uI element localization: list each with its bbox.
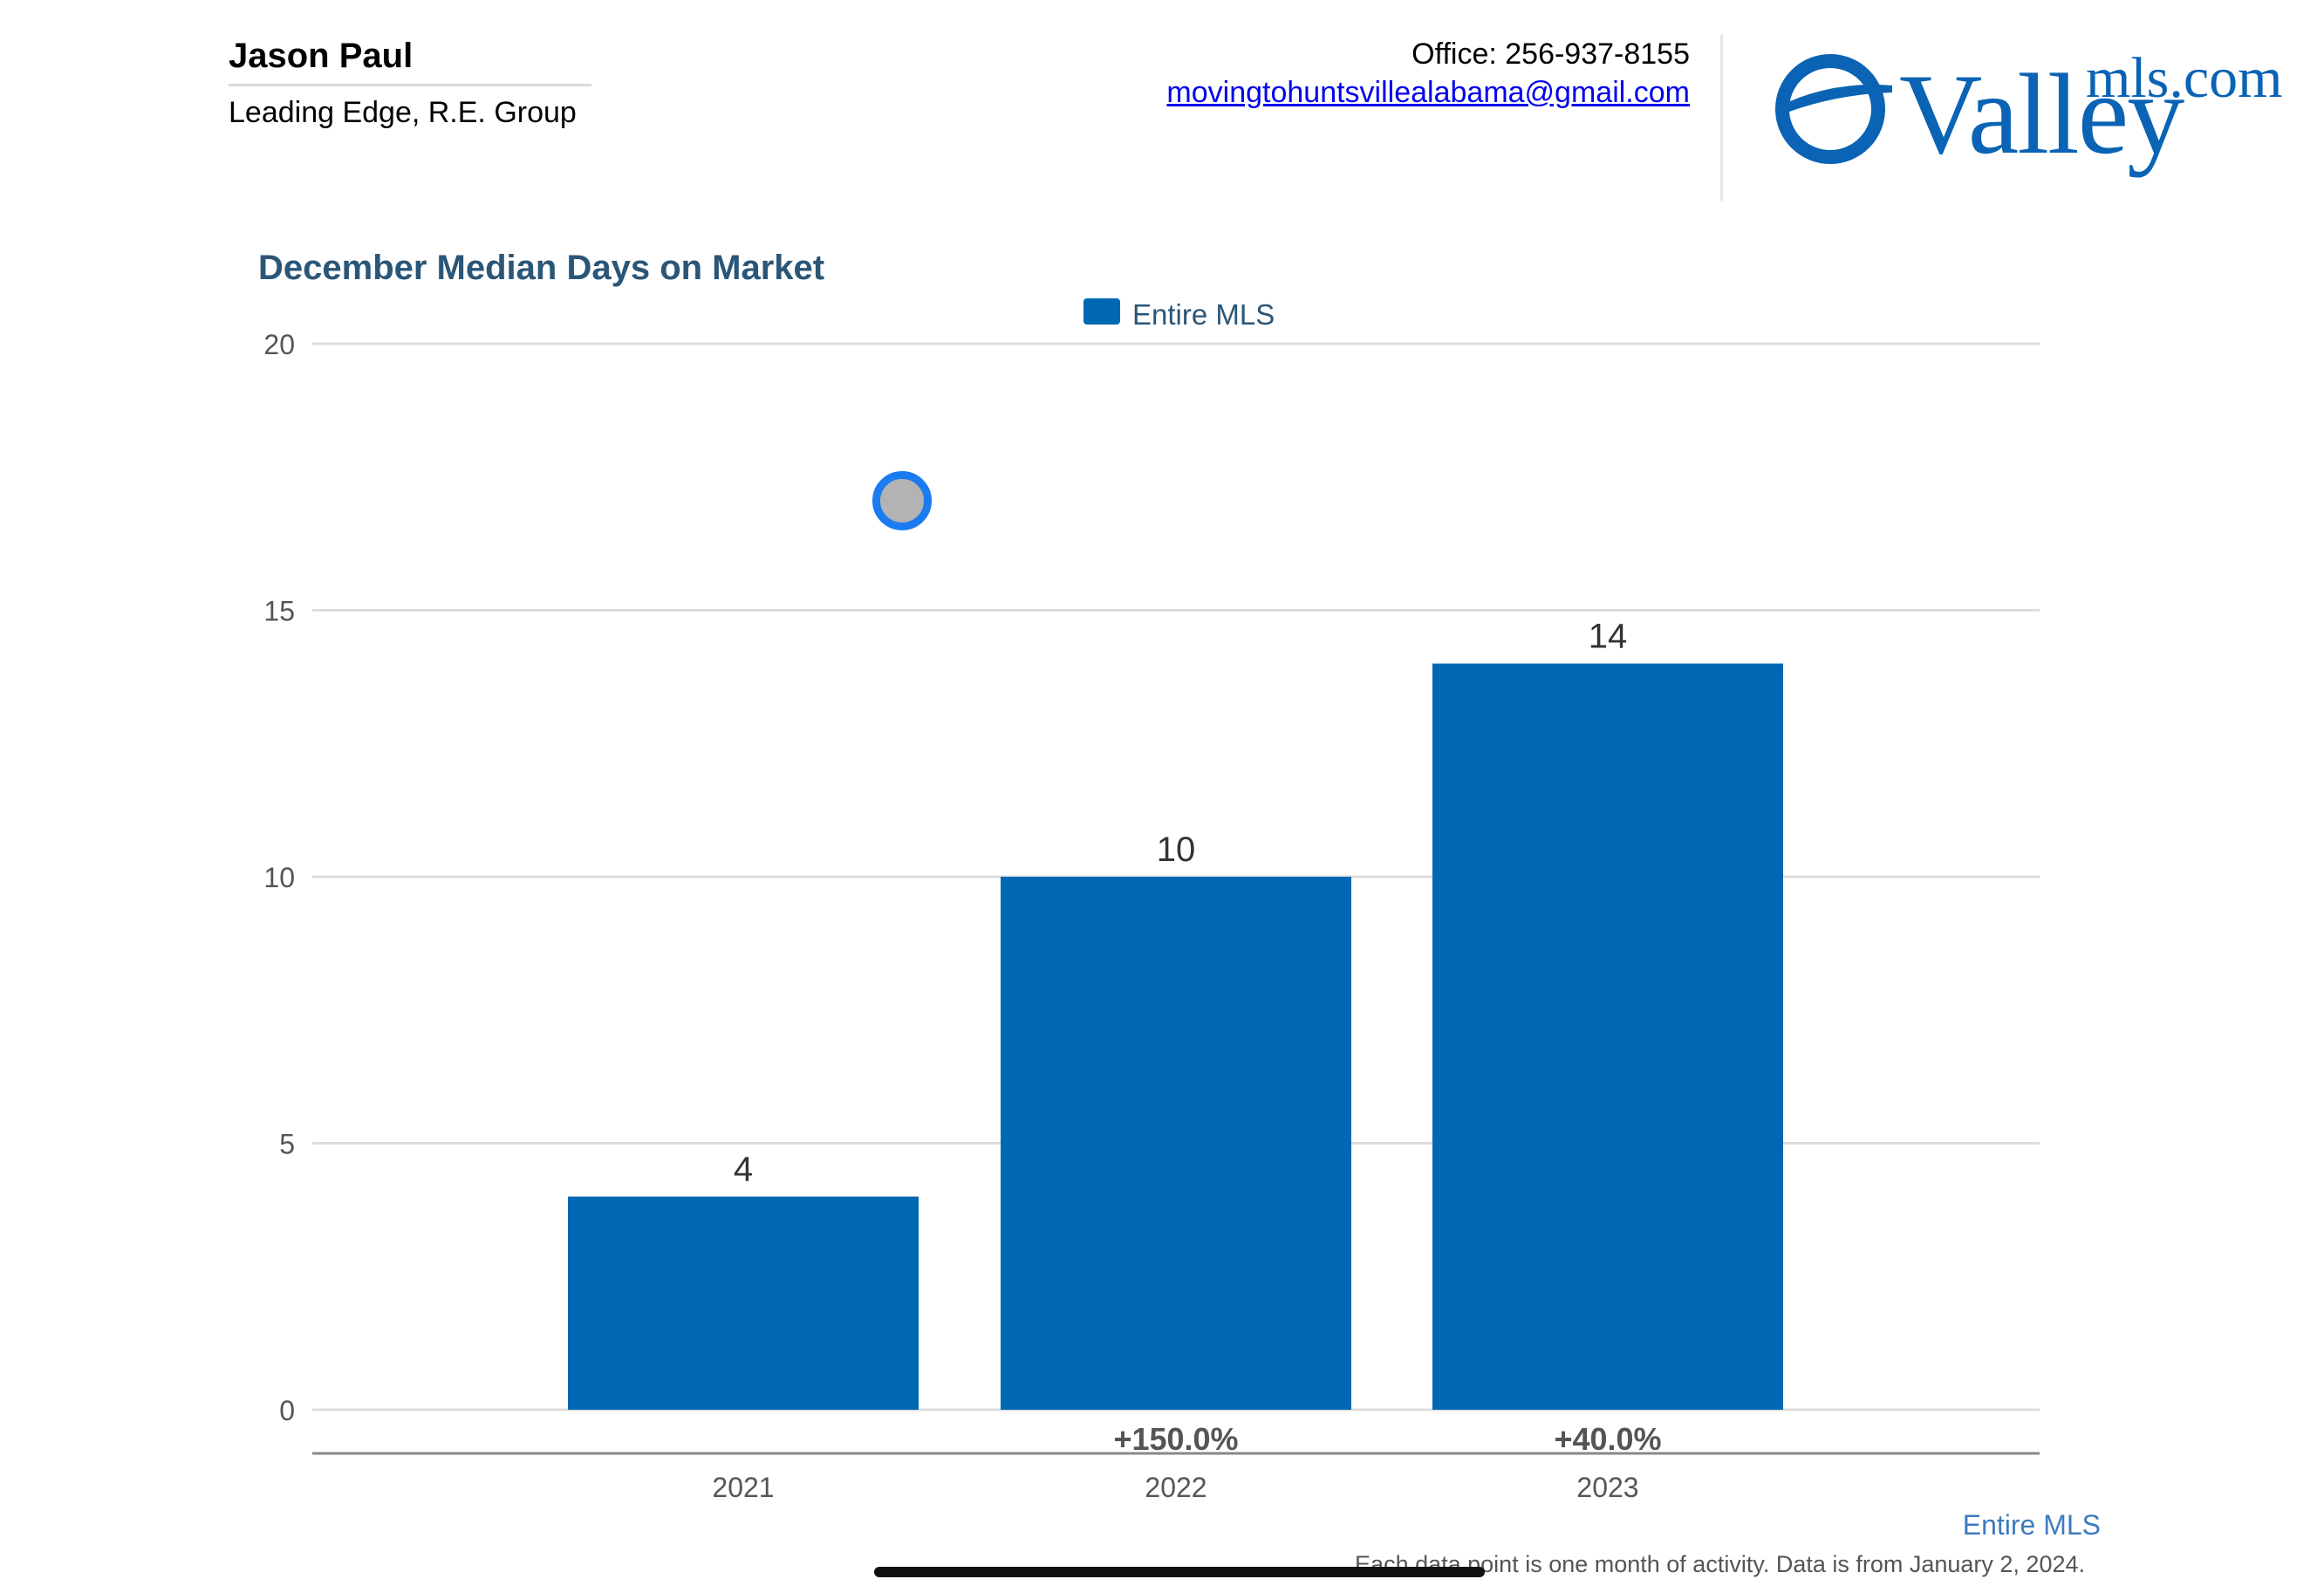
bar-value-label: 10	[1157, 831, 1196, 869]
x-tick-label: 2023	[1576, 1472, 1638, 1503]
y-tick-label: 15	[263, 596, 295, 627]
change-label: +150.0%	[1113, 1421, 1238, 1457]
agent-name: Jason Paul	[229, 33, 591, 86]
email-link[interactable]: movingtohuntsvillealabama@gmail.com	[1166, 76, 1690, 109]
bar	[1001, 877, 1351, 1410]
legend-label: Entire MLS	[1132, 298, 1275, 331]
agent-info: Jason Paul Leading Edge, R.E. Group	[229, 33, 591, 132]
bar	[1432, 663, 1783, 1410]
bar-value-label: 4	[734, 1151, 753, 1189]
y-tick-label: 20	[263, 329, 295, 360]
logo-swoosh-icon	[1775, 85, 1892, 112]
x-tick-label: 2022	[1145, 1472, 1206, 1503]
contact-info: Office: 256-937-8155 movingtohuntsvillea…	[1166, 35, 1690, 112]
logo-dotcom-text: mls.com	[2086, 46, 2283, 110]
footer-series-label: Entire MLS	[1962, 1509, 2101, 1541]
y-tick-label: 10	[263, 862, 295, 893]
y-tick-label: 5	[279, 1129, 295, 1160]
office-phone: Office: 256-937-8155	[1411, 38, 1690, 71]
y-tick-label: 0	[279, 1395, 295, 1426]
valleymls-logo: Valley mls.com	[1767, 44, 2283, 192]
x-tick-label: 2021	[712, 1472, 774, 1503]
change-label: +40.0%	[1554, 1421, 1661, 1457]
bar	[568, 1196, 919, 1410]
header-divider	[1720, 35, 1723, 201]
bar-value-label: 14	[1589, 618, 1628, 656]
logo-brand-text: Valley	[1899, 50, 2184, 178]
agent-company: Leading Edge, R.E. Group	[229, 96, 577, 129]
cursor-dot-icon	[872, 471, 932, 530]
legend-swatch	[1083, 298, 1120, 325]
home-indicator[interactable]	[874, 1567, 1485, 1577]
chart-title: December Median Days on Market	[258, 249, 825, 287]
